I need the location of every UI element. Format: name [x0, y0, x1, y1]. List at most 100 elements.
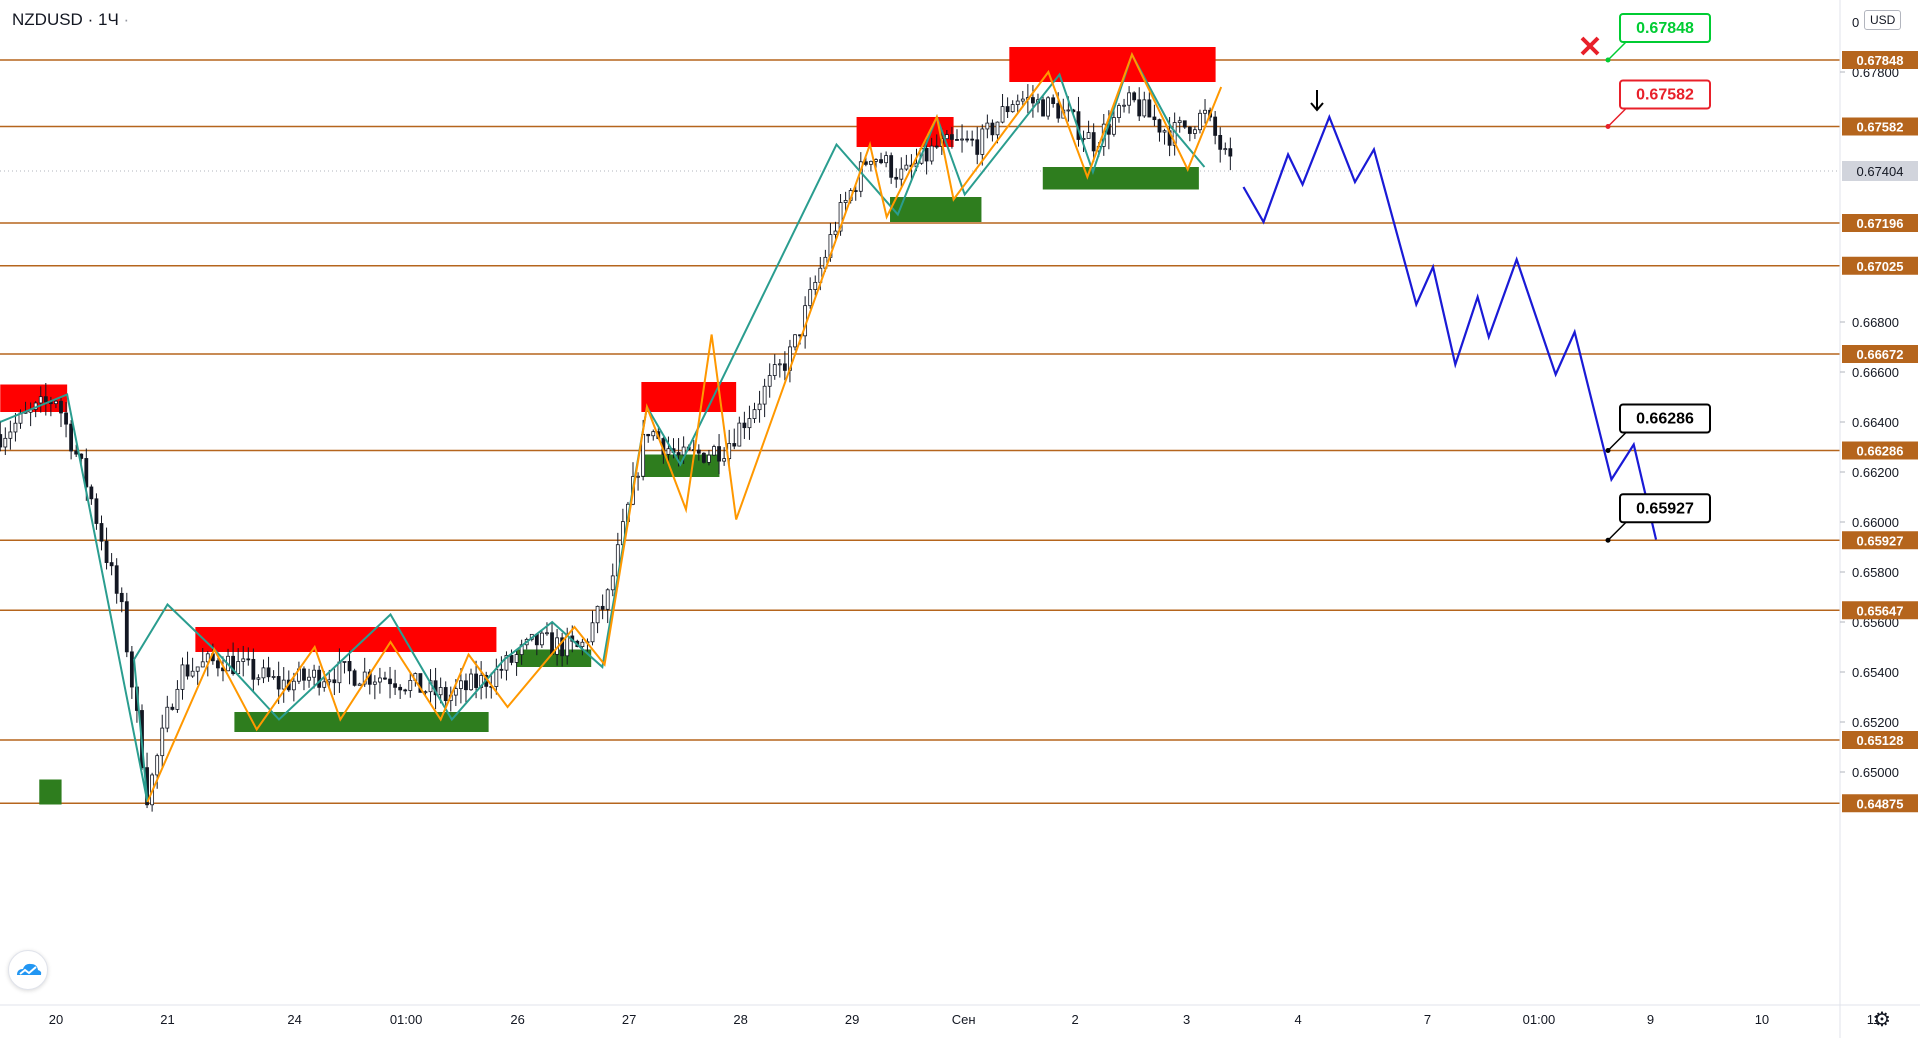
candle-body	[879, 159, 883, 164]
candle-body	[863, 161, 868, 165]
x-tick-label: 01:00	[1523, 1012, 1556, 1027]
callout-box	[1619, 79, 1711, 110]
candle-body	[200, 661, 205, 668]
candle-body	[251, 658, 256, 680]
candle-body	[332, 679, 337, 684]
candle-body	[960, 138, 964, 141]
callout-anchor-dot	[1605, 448, 1611, 453]
candle-body	[605, 589, 610, 610]
candle-body	[712, 446, 716, 456]
candle-body	[443, 687, 448, 702]
candle-body	[129, 651, 134, 688]
tradingview-logo-icon[interactable]	[8, 950, 48, 990]
candle-body	[1182, 120, 1187, 128]
gear-icon[interactable]: ⚙	[1873, 1009, 1891, 1031]
candle-body	[884, 155, 889, 164]
x-tick-label: 01:00	[390, 1012, 423, 1027]
projection-path	[1242, 114, 1658, 540]
candle-body	[59, 400, 63, 414]
candle-body	[1142, 99, 1147, 117]
candle-body	[1000, 106, 1005, 123]
candle-body	[793, 334, 797, 348]
x-tick-label: 29	[845, 1012, 859, 1027]
candle-body	[1051, 97, 1056, 104]
candle-body	[1046, 97, 1051, 117]
x-tick-label: 4	[1294, 1012, 1301, 1027]
y-tick-label: 0.66200	[1852, 465, 1899, 480]
y-tick-label: 0.65200	[1852, 715, 1899, 730]
candle-body	[408, 680, 413, 691]
level-price-badge	[1842, 731, 1918, 749]
resistance-zone	[1009, 47, 1216, 82]
currency-badge[interactable]: USD	[1864, 10, 1902, 30]
candle-body	[772, 364, 777, 376]
candle-body	[1091, 132, 1096, 152]
level-price-badge	[1842, 256, 1918, 275]
candle-body	[970, 138, 975, 141]
candle-body	[1157, 119, 1162, 133]
candle-body	[393, 683, 397, 688]
candle-body	[3, 437, 8, 448]
candle-body	[367, 671, 372, 685]
candle-body	[469, 673, 473, 691]
candle-body	[1056, 103, 1061, 119]
candle-body	[1203, 109, 1207, 114]
callout-label: 0.67582	[1636, 87, 1694, 104]
candle-body	[474, 673, 478, 688]
candle-body	[1132, 92, 1137, 101]
candle-body	[302, 668, 306, 681]
candle-body	[965, 138, 970, 141]
candle-body	[109, 562, 114, 567]
candle-body	[565, 635, 570, 657]
callout-box	[1619, 13, 1711, 43]
level-price-badge	[1842, 794, 1918, 813]
candle-body	[1218, 135, 1223, 150]
x-tick-label: 26	[510, 1012, 524, 1027]
candle-body	[1137, 99, 1142, 117]
candle-body	[403, 689, 408, 692]
candle-body	[276, 676, 281, 690]
x-tick-label: 3	[1183, 1012, 1190, 1027]
candle-body	[701, 452, 706, 463]
candle-body	[934, 145, 939, 148]
candle-body	[1041, 99, 1045, 117]
candle-body	[124, 601, 129, 653]
candle-body	[950, 134, 954, 140]
candles	[0, 84, 1233, 812]
candle-body	[357, 683, 362, 686]
level-price-label: 0.67025	[1857, 259, 1904, 274]
level-price-label: 0.64875	[1857, 796, 1904, 811]
level-price-label: 0.67582	[1857, 120, 1904, 135]
candle-body	[307, 676, 311, 681]
candle-body	[590, 622, 595, 643]
candle-body	[1187, 126, 1192, 134]
candle-body	[1015, 100, 1020, 105]
level-price-badge	[1842, 441, 1918, 460]
candle-body	[651, 431, 656, 437]
candle-body	[459, 680, 463, 689]
x-tick-label: 10	[1755, 1012, 1769, 1027]
arrow-down-icon	[1310, 102, 1324, 112]
candle-body	[438, 687, 443, 696]
level-price-label: 0.65128	[1857, 733, 1904, 748]
candle-body	[757, 403, 762, 411]
candle-body	[378, 677, 382, 683]
support-zone	[890, 197, 982, 222]
candle-body	[944, 134, 949, 140]
candle-body	[955, 139, 959, 141]
candle-body	[843, 200, 848, 203]
level-price-badge	[1842, 601, 1918, 620]
candle-body	[681, 446, 686, 456]
candle-body	[388, 678, 392, 685]
y-tick-label: 0.65800	[1852, 565, 1899, 580]
candle-body	[747, 418, 752, 429]
candle-body	[160, 727, 165, 757]
level-price-label: 0.65647	[1857, 603, 1904, 618]
candle-body	[782, 363, 787, 371]
markers	[1310, 36, 1600, 112]
candle-body	[246, 658, 251, 661]
candle-body	[38, 396, 43, 404]
candle-body	[54, 400, 58, 405]
level-price-label: 0.66672	[1857, 347, 1904, 362]
